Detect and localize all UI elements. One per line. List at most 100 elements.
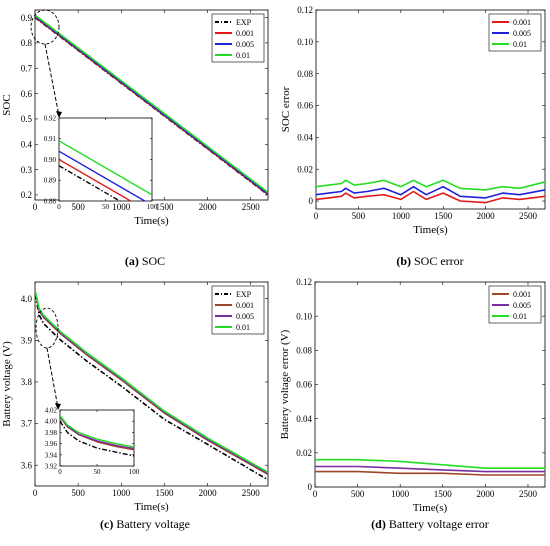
legend-label: 0.005: [513, 301, 531, 310]
y-axis-label: SOC: [1, 94, 13, 115]
series-group: [316, 179, 545, 204]
legend-label: 0.01: [513, 40, 527, 49]
y-tick-label: 3.6: [21, 460, 33, 470]
legend-label: 0.001: [513, 18, 531, 27]
legend: 0.001 0.005 0.01: [488, 285, 542, 324]
caption: (d) Battery voltage error: [371, 517, 489, 531]
legend: EXP 0.001 0.005 0.01: [211, 285, 265, 335]
x-tick-label: 1000: [391, 489, 410, 499]
x-tick-label: 1500: [434, 211, 453, 221]
x-tick-label: 0: [33, 488, 38, 498]
y-tick-label: 4.02: [45, 406, 58, 414]
x-tick-label: 1000: [112, 202, 131, 212]
zoom-arrow-head: [55, 403, 61, 410]
y-tick-label: 0.04: [297, 133, 313, 143]
series-line-EXP: [60, 420, 134, 457]
series-line-0_01: [60, 415, 134, 448]
legend-label: 0.01: [236, 323, 250, 332]
y-tick-label: 0.06: [297, 101, 313, 111]
y-tick-label: 0.12: [297, 5, 313, 15]
y-tick-label: 3.7: [21, 419, 33, 429]
caption-title: SOC error: [414, 254, 464, 268]
legend-label: 0.005: [513, 29, 531, 38]
x-tick-label: 500: [71, 488, 85, 498]
legend-label: 0.01: [236, 51, 250, 60]
zoom-arrow-head: [56, 111, 62, 118]
x-tick-label: 100: [147, 203, 158, 211]
y-tick-label: 0.8: [21, 38, 33, 48]
caption-title: Battery voltage: [116, 517, 190, 531]
x-tick-label: 50: [102, 203, 110, 211]
x-tick-label: 1000: [392, 211, 411, 221]
y-tick-label: 0.08: [296, 345, 312, 355]
y-tick-label: 0.7: [21, 63, 33, 73]
caption: (c) Battery voltage: [100, 517, 190, 531]
x-tick-label: 2500: [242, 488, 261, 498]
x-tick-label: 0: [58, 468, 62, 476]
legend-label: 0.001: [236, 29, 254, 38]
legend: EXP 0.001 0.005 0.01: [211, 13, 265, 63]
y-tick-label: 0.04: [296, 414, 312, 424]
zoom-arrow-line: [44, 43, 60, 117]
x-tick-label: 2000: [476, 489, 495, 499]
series-group: [60, 415, 134, 457]
x-tick-label: 2000: [477, 211, 496, 221]
caption-title: Battery voltage error: [389, 517, 489, 531]
legend-label: EXP: [236, 18, 252, 27]
zoom-ellipse: [30, 9, 60, 45]
y-tick-label: 0.91: [44, 135, 57, 143]
y-tick-label: 0.9: [21, 13, 33, 23]
y-tick-label: 3.94: [45, 451, 58, 459]
y-tick-label: 3.8: [21, 377, 33, 387]
x-tick-label: 1000: [112, 488, 131, 498]
y-tick-label: 0.4: [21, 139, 33, 149]
y-axis-label: Battery voltage error (V): [279, 329, 291, 439]
y-tick-label: 0.2: [21, 190, 32, 200]
x-tick-label: 50: [94, 468, 102, 476]
y-tick-label: 0: [309, 196, 314, 206]
x-axis-label: Time(s): [134, 501, 169, 513]
y-tick-label: 0.3: [21, 165, 33, 175]
y-tick-label: 3.92: [45, 462, 58, 470]
x-tick-label: 500: [352, 211, 366, 221]
x-tick-label: 1500: [434, 489, 453, 499]
legend-label: 0.005: [236, 312, 254, 321]
series-line-0_005: [316, 185, 545, 199]
y-axis-label: SOC error: [280, 86, 292, 132]
inset-plot: 0 50 100 3.92 3.94 3.96 3.98 4.00 4.02: [35, 307, 140, 476]
series-line-0_005: [315, 465, 545, 473]
x-tick-label: 500: [71, 202, 85, 212]
series-line-0_005: [35, 15, 268, 195]
series-line-0_001: [315, 470, 545, 476]
y-axis-label: Battery voltage (V): [1, 341, 13, 427]
y-tick-label: 0.10: [296, 311, 312, 321]
x-tick-label: 2500: [242, 202, 261, 212]
legend-label: 0.01: [513, 312, 527, 321]
series-line-0_005: [59, 150, 147, 201]
inset-frame: [59, 409, 135, 467]
x-tick-label: 1500: [155, 488, 174, 498]
series-group: [35, 14, 268, 196]
y-tick-label: 0.5: [21, 114, 33, 124]
x-axis-label: Time(s): [413, 224, 448, 236]
x-tick-label: 2500: [519, 489, 538, 499]
chart-panel-d: 0 500 1000 1500 2000 2500 0 0.02 0.04 0.06 0.08 0.1…: [279, 277, 546, 531]
inset-plot: 0 50 100 0.88 0.89 0.90 0.91 0.92: [30, 9, 158, 211]
series-line-0_01: [315, 458, 545, 470]
x-tick-label: 2500: [519, 211, 538, 221]
legend-label: 0.005: [236, 40, 254, 49]
zoom-arrow-line: [46, 347, 59, 409]
y-tick-label: 0.89: [44, 177, 57, 185]
caption-tag: (a): [125, 254, 139, 268]
x-axis-label: Time(s): [134, 215, 169, 227]
caption-tag: (c): [100, 517, 113, 531]
x-tick-label: 0: [313, 489, 318, 499]
series-line-EXP: [35, 294, 268, 481]
x-tick-label: 0: [33, 202, 38, 212]
series-group: [59, 140, 152, 201]
y-tick-label: 3.98: [45, 429, 58, 437]
x-tick-label: 2000: [199, 202, 218, 212]
x-tick-label: 2000: [199, 488, 218, 498]
y-tick-label: 0.08: [297, 69, 313, 79]
series-line-0_01: [316, 179, 545, 191]
